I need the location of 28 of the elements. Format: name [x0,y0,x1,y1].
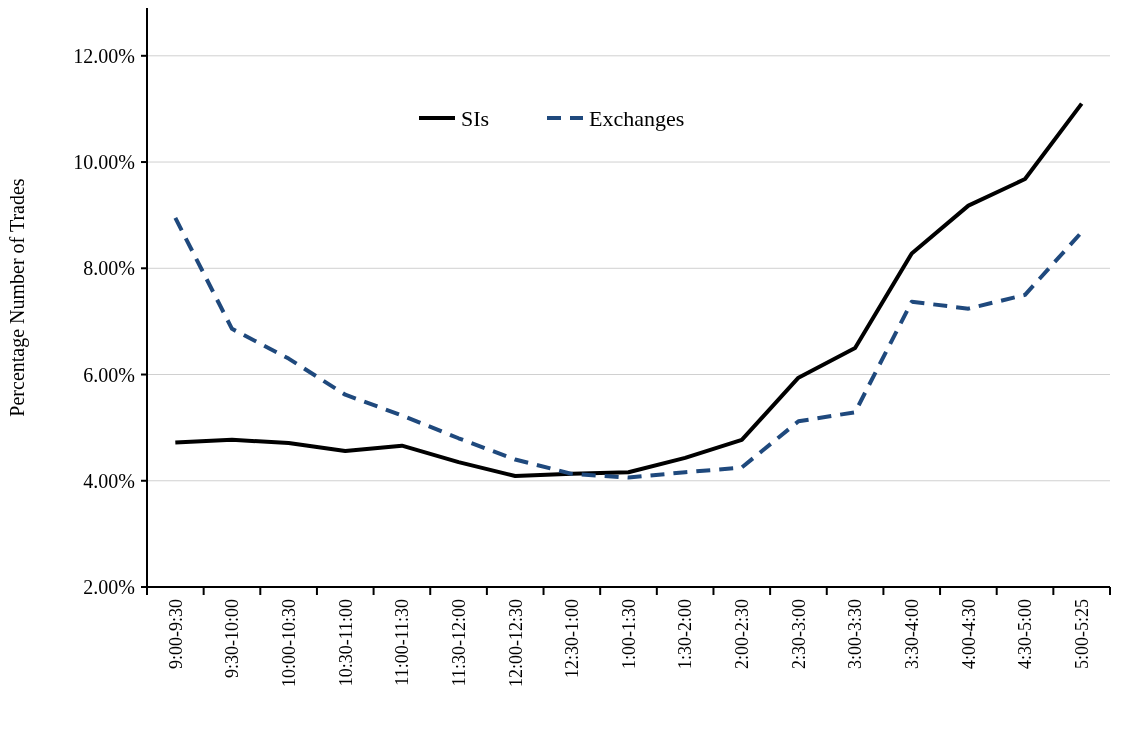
legend-label: SIs [461,105,490,131]
x-tick-label: 2:30-3:00 [788,599,809,669]
x-tick-label: 9:30-10:00 [222,599,243,678]
x-tick-label: 10:30-11:00 [335,599,356,687]
y-tick-label: 4.00% [83,469,135,492]
legend-label: Exchanges [589,105,685,131]
x-tick-label: 2:00-2:30 [732,599,753,669]
x-tick-label: 4:30-5:00 [1015,599,1036,669]
x-tick-label: 12:30-1:00 [562,599,583,678]
y-tick-label: 10.00% [73,151,135,174]
y-tick-label: 6.00% [83,363,135,386]
x-tick-label: 11:30-12:00 [448,599,469,687]
y-tick-label: 12.00% [73,44,135,67]
y-axis-title: Percentage Number of Trades [6,178,29,417]
x-tick-label: 5:00-5:25 [1071,599,1092,669]
x-tick-label: 1:00-1:30 [618,599,639,669]
line-series [173,215,1084,480]
y-tick-label: 8.00% [83,257,135,280]
x-tick-label: 3:30-4:00 [902,599,923,669]
x-tick-label: 12:00-12:30 [505,599,526,687]
x-tick-label: 3:00-3:30 [845,599,866,669]
x-tick-label: 4:00-4:30 [958,599,979,669]
line-series [173,101,1084,478]
x-tick-label: 10:00-10:30 [278,599,299,687]
y-tick-label: 2.00% [83,576,135,598]
x-tick-label: 1:30-2:00 [675,599,696,669]
x-tick-label: 9:00-9:30 [165,599,186,669]
x-tick-label: 11:00-11:30 [392,599,413,686]
